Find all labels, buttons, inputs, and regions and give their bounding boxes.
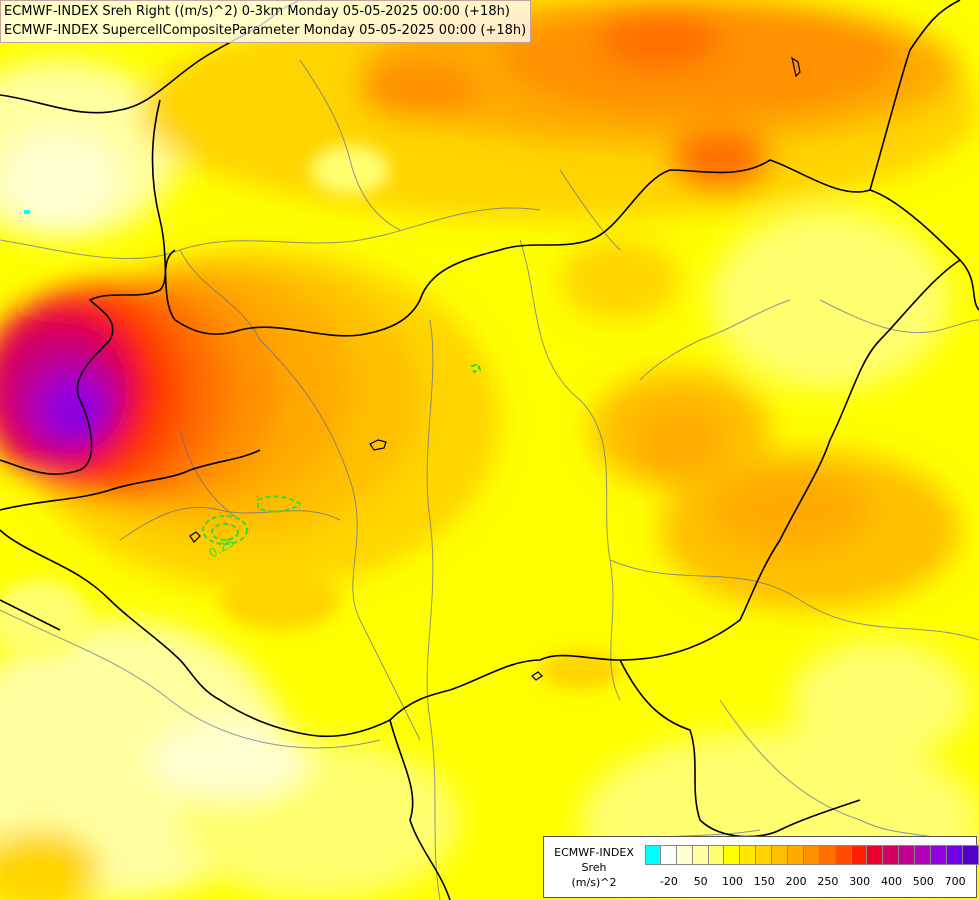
color-legend: ECMWF-INDEX Sreh (m/s)^2 -20 50 100 150 200 2…	[543, 836, 979, 898]
legend-swatches	[645, 845, 979, 865]
legend-swatch	[867, 845, 884, 865]
legend-line-2: Sreh	[581, 861, 607, 874]
legend-swatch	[772, 845, 789, 865]
legend-tick: 700	[944, 875, 966, 888]
legend-swatch	[835, 845, 852, 865]
legend-swatch	[851, 845, 868, 865]
legend-swatch	[676, 845, 693, 865]
legend-swatch	[756, 845, 773, 865]
legend-swatch	[883, 845, 900, 865]
legend-swatch	[724, 845, 741, 865]
legend-swatch	[788, 845, 804, 865]
legend-tick: 100	[722, 875, 743, 888]
legend-swatch	[803, 845, 820, 865]
legend-name: ECMWF-INDEX Sreh (m/s)^2	[546, 845, 642, 890]
legend-tick: 300	[849, 875, 871, 888]
legend-swatch	[899, 845, 916, 865]
lakes	[189, 56, 801, 681]
legend-line-1: ECMWF-INDEX	[554, 846, 634, 859]
legend-swatch	[962, 845, 979, 865]
scp-contours	[202, 362, 482, 545]
title-line-1: ECMWF-INDEX Sreh Right ((m/s)^2) 0-3km M…	[4, 4, 510, 19]
legend-swatch	[645, 845, 661, 865]
legend-swatch	[931, 845, 947, 865]
legend-swatch	[740, 845, 757, 865]
legend-tick: 500	[912, 875, 934, 888]
legend-swatch	[660, 845, 677, 865]
legend-tick: -20	[659, 875, 678, 888]
legend-swatch	[708, 845, 725, 865]
legend-tick: 150	[753, 875, 775, 888]
legend-tick: 50	[693, 875, 708, 888]
legend-swatch	[915, 845, 932, 865]
legend-swatch	[692, 845, 709, 865]
legend-ticks: -20 50 100 150 200 250 300 400 500 700	[645, 875, 975, 891]
cyan-speck	[24, 210, 30, 214]
legend-tick: 200	[785, 875, 807, 888]
legend-tick: 400	[881, 875, 902, 888]
region-lines	[0, 59, 979, 900]
map-title-box: ECMWF-INDEX Sreh Right ((m/s)^2) 0-3km M…	[0, 0, 532, 43]
legend-swatch	[946, 845, 963, 865]
field-patches	[0, 145, 620, 690]
legend-line-3: (m/s)^2	[571, 876, 617, 889]
legend-swatch	[819, 845, 836, 865]
title-line-2: ECMWF-INDEX SupercellCompositeParameter …	[4, 23, 527, 38]
legend-tick: 250	[817, 875, 839, 888]
